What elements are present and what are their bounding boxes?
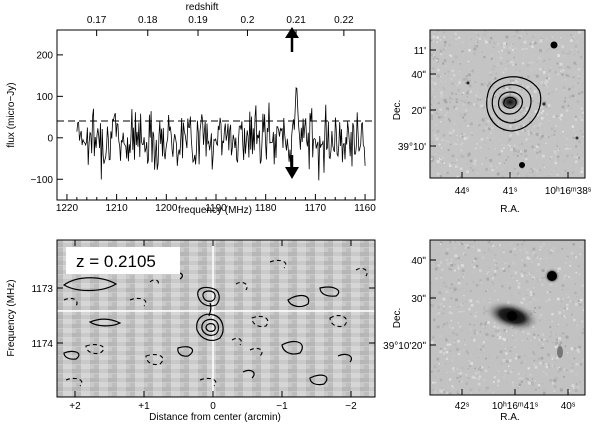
map-bottom-dec-label: Dec. [392,308,403,329]
redshift-tick-5: 0.22 [334,15,354,26]
pv-frequency-tick-0: 1173 [31,284,53,295]
spectrum-line [76,87,366,181]
map-top-ra-ticks: 44ˢ 41ˢ 10ʰ16ᵐ38ˢ [455,172,592,197]
galaxy-top [499,94,521,110]
pv-distance-tick-0: +2 [69,401,81,412]
map-top-dec-tick-2: 20ʺ [411,106,426,117]
flux-ticks: 200 100 0 −100 [30,50,63,186]
frequency-tick-5: 1170 [305,203,327,214]
map-bottom-ra-tick-1: 10ʰ16ᵐ41ˢ [492,401,539,412]
pv-distance-tick-4: −2 [345,401,357,412]
map-bottom-ra-tick-0: 42ˢ [455,401,470,412]
map-bottom-ra-tick-2: 40ˢ [561,401,576,412]
map-top-dec-label: Dec. [392,100,403,121]
redshift-tick-3: 0.2 [240,15,254,26]
redshift-label-box [66,247,180,274]
map-top-dec-tick-0: 11' [414,46,426,57]
redshift-tick-2: 0.19 [188,15,208,26]
down-arrow [285,155,299,179]
pv-frequency-label: Frequency (MHz) [6,279,17,356]
pv-negative-contours [63,259,368,387]
pv-distance-tick-3: −1 [276,401,288,412]
flux-tick-3: −100 [30,175,53,186]
pv-distance-ticks: +2 +1 0 −1 −2 [69,240,357,412]
map-top-ra-tick-2: 10ʰ16ᵐ38ˢ [545,186,592,197]
map-bottom-ra-ticks: 42ˢ 10ʰ16ᵐ41ˢ 40ˢ [455,389,576,412]
map-top-dec-tick-1: 40ʺ [411,70,426,81]
pv-contours [62,259,352,386]
flux-axis-label: flux (micro−Jy) [6,82,17,147]
pv-distance-tick-2: 0 [210,401,216,412]
redshift-ticks: 0.17 0.18 0.19 0.2 0.21 0.22 [87,15,354,36]
star-bottom-1-core [547,271,557,281]
map-top-dec-ticks: 11' 40ʺ 20ʺ 39°10' [398,46,436,153]
up-arrow [285,27,299,52]
redshift-axis-label: redshift [186,2,219,13]
flux-tick-0: 200 [36,50,53,61]
pv-frequency-tick-1: 1174 [31,339,53,350]
map-top-dec-tick-3: 39°10' [398,142,426,153]
map-bottom-ra-label: R.A. [500,412,519,423]
map-top-panel: 11' 40ʺ 20ʺ 39°10' 44ˢ 41ˢ 10ʰ16ᵐ38ˢ R.A. Dec… [392,29,592,215]
map-bottom-frame [429,239,586,396]
map-top-ra-tick-1: 41ˢ [503,186,518,197]
map-top-frame [429,29,586,179]
frequency-ticks: 1220 1210 1200 1190 1180 1170 1160 [56,194,376,214]
frequency-tick-6: 1160 [354,203,376,214]
frequency-tick-1: 1210 [106,203,129,214]
star-bottom-2 [557,346,563,358]
redshift-label: z = 0.2105 [76,252,156,271]
frequency-tick-3: 1190 [205,203,227,214]
map-top-ra-tick-0: 44ˢ [455,186,470,197]
map-top-ra-label: R.A. [500,204,519,215]
pv-distance-tick-1: +1 [138,401,150,412]
map-bottom-panel: 40ʺ 30ʺ 39°10'20ʺ 42ˢ 10ʰ16ᵐ41ˢ 40ˢ R.A. Dec… [383,239,586,423]
frequency-tick-2: 1200 [155,203,178,214]
map-bottom-noise [430,240,586,396]
map-bottom-dec-ticks: 40ʺ 30ʺ 39°10'20ʺ [383,256,436,352]
pv-distance-label: Distance from center (arcmin) [149,412,281,423]
flux-tick-1: 100 [36,92,53,103]
pv-frequency-ticks: 1173 1174 [31,284,375,350]
pv-frame [56,239,376,398]
flux-tick-2: 0 [47,133,53,144]
map-bottom-dec-tick-0: 40ʺ [411,256,426,267]
redshift-tick-0: 0.17 [87,15,107,26]
map-bottom-dec-tick-2: 39°10'20ʺ [383,341,426,352]
frequency-tick-4: 1180 [255,203,277,214]
galaxy-bottom-core [507,311,517,321]
spectrum-frame [56,29,376,201]
frequency-tick-0: 1220 [56,203,79,214]
pv-panel: z = 0.2105 1173 1174 +2 +1 0 −1 −2 Distance f… [6,239,376,423]
spectrum-panel: redshift 0.17 0.18 0.19 0.2 0.21 0.22 1220 121… [6,2,376,216]
redshift-tick-1: 0.18 [138,15,158,26]
frequency-axis-label: frequency (MHz) [178,205,252,216]
map-top-noise [430,30,585,179]
redshift-tick-4: 0.21 [286,15,306,26]
map-top-contours [486,76,542,132]
map-bottom-dec-tick-1: 30ʺ [411,294,426,305]
map-top-stars [466,41,579,168]
